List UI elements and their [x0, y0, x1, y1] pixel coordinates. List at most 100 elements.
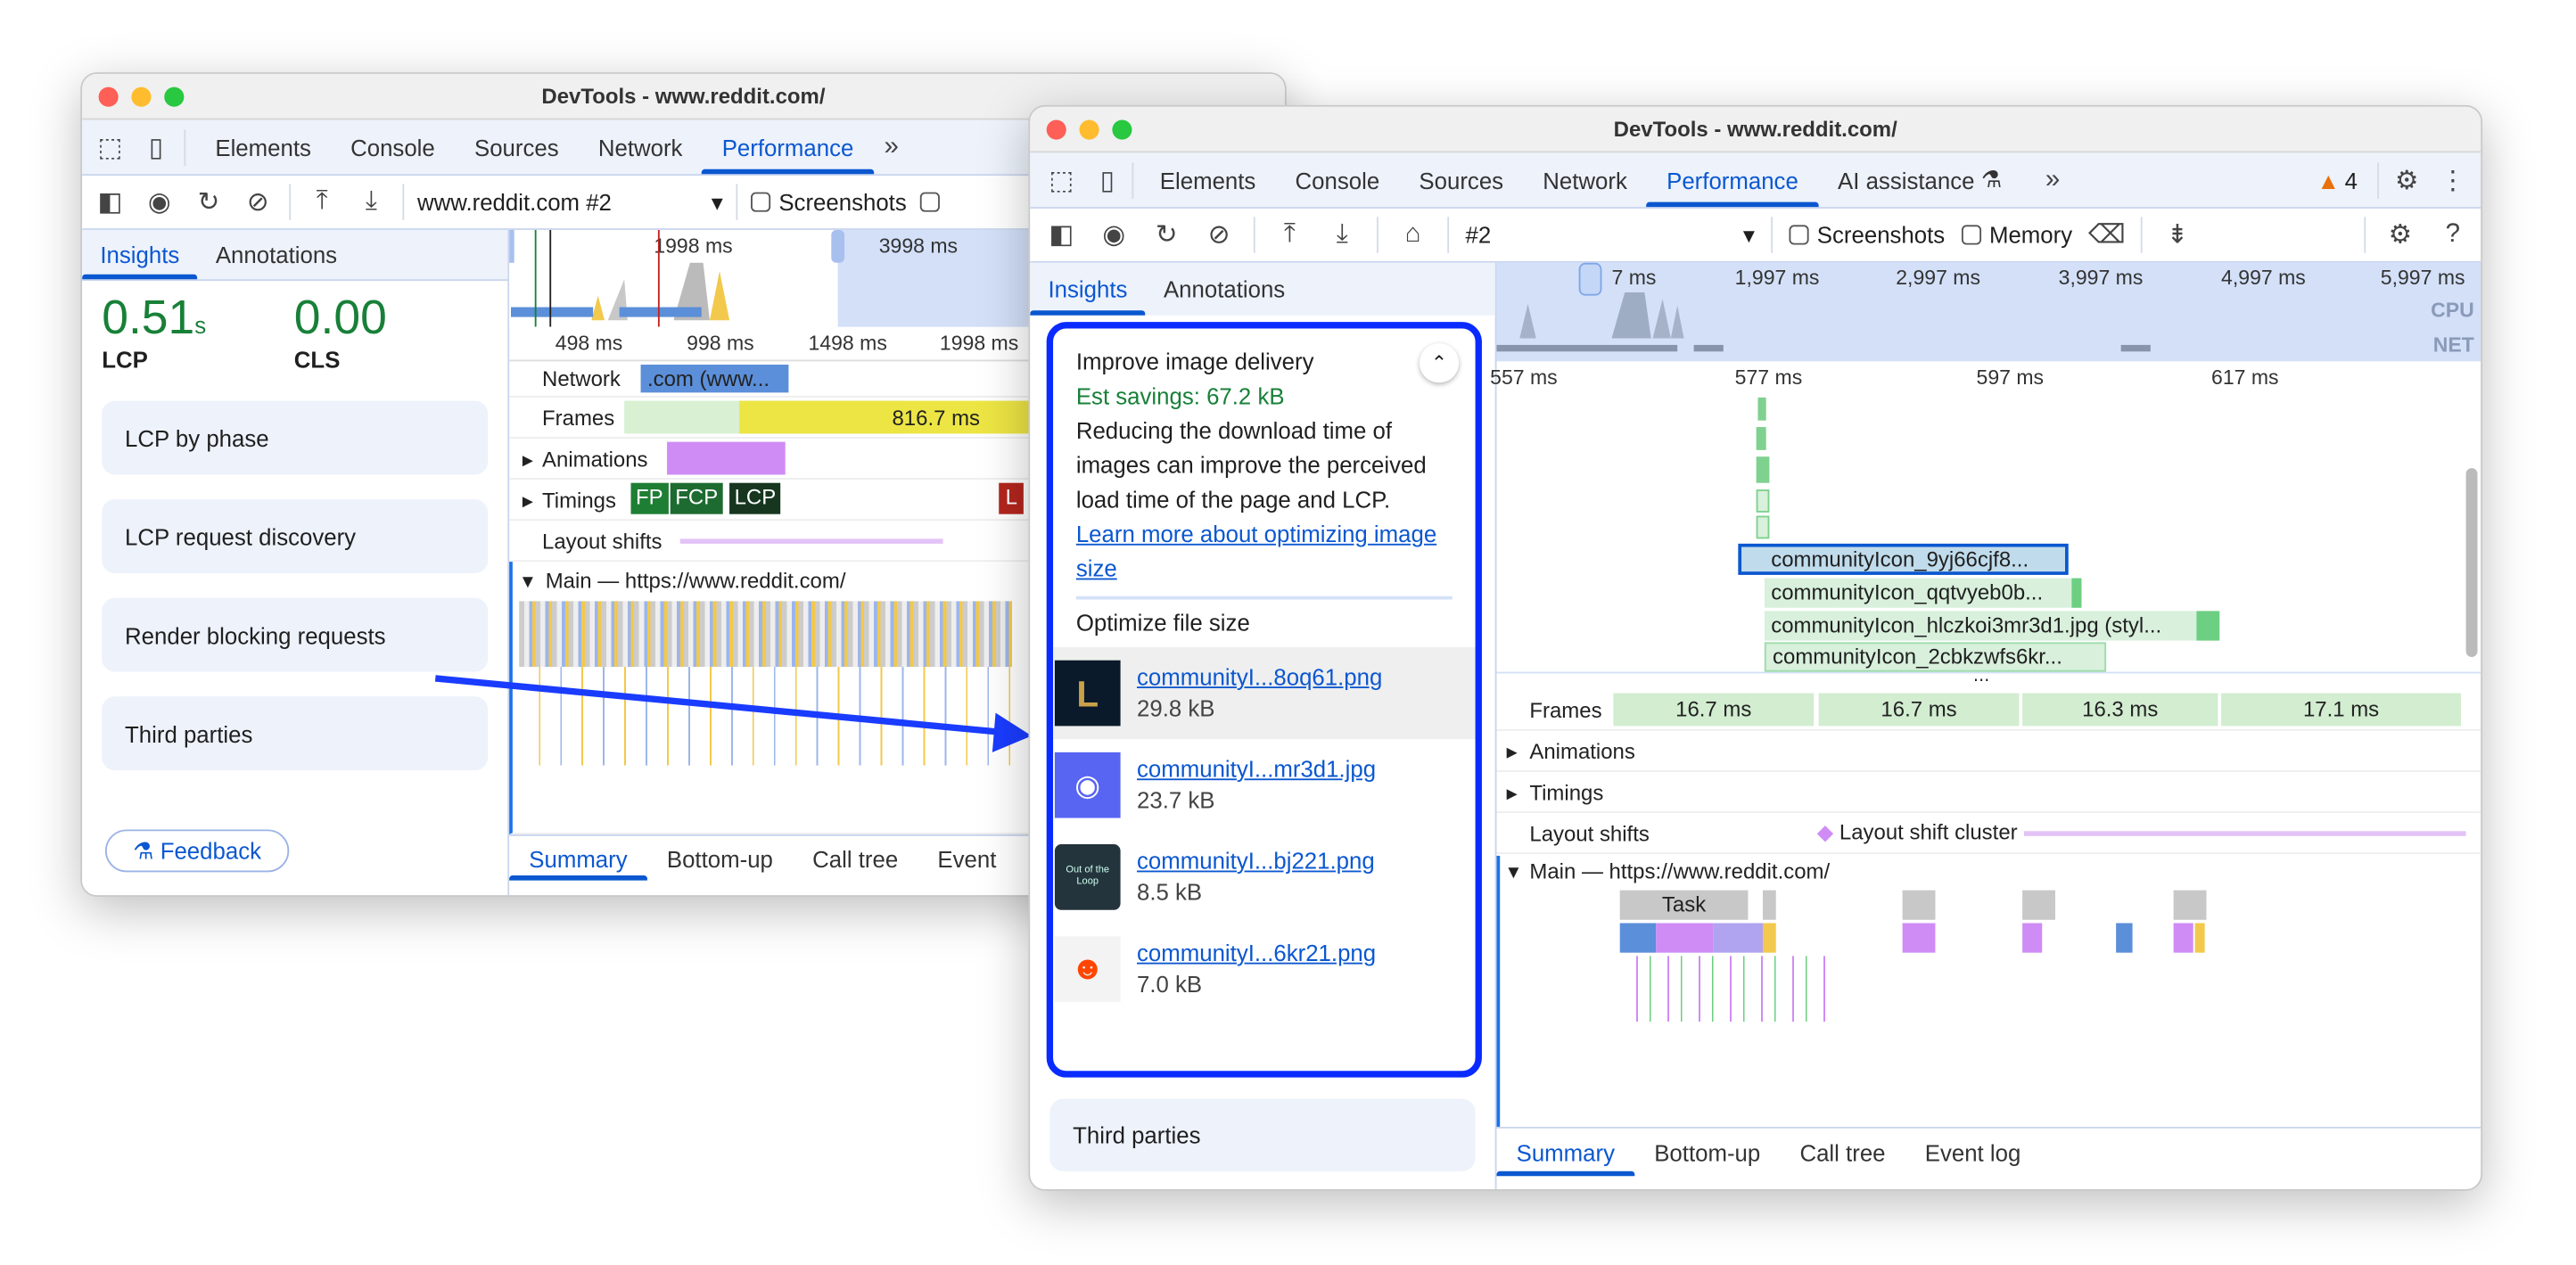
- settings-gear-icon[interactable]: ⚙: [2395, 167, 2419, 195]
- resize-handle-icon[interactable]: ⋯: [1972, 671, 1990, 690]
- sidebar-toggle-icon[interactable]: ◧: [97, 188, 123, 218]
- tab-bottom-up[interactable]: Bottom-up: [666, 844, 773, 872]
- network-request-bar[interactable]: communityIcon_2cbkzwfs6kr...: [1764, 642, 2107, 672]
- tab-sources[interactable]: Sources: [473, 134, 559, 160]
- memory-checkbox[interactable]: [919, 192, 940, 212]
- timings-track[interactable]: ▸ Timings: [1496, 772, 2481, 814]
- main-thread-track[interactable]: ▾ Main — https://www.reddit.com/: [509, 562, 1285, 834]
- expand-arrow-icon[interactable]: ▸: [522, 447, 533, 472]
- tab-console[interactable]: Console: [350, 134, 435, 160]
- device-toolbar-icon[interactable]: ▯: [1099, 167, 1115, 195]
- task-bar[interactable]: Task: [1619, 890, 1749, 920]
- tab-event-log[interactable]: Event log: [1924, 1138, 2021, 1166]
- more-options-icon[interactable]: ⋮: [2440, 167, 2466, 195]
- tab-performance[interactable]: Performance: [1647, 152, 1819, 208]
- more-tabs-icon[interactable]: »: [2045, 165, 2061, 193]
- minimize-button[interactable]: [131, 86, 152, 107]
- collapse-button[interactable]: ⌃: [1419, 343, 1460, 383]
- close-button[interactable]: [98, 86, 119, 107]
- download-icon[interactable]: ⤓: [365, 187, 377, 216]
- close-button[interactable]: [1046, 119, 1066, 140]
- device-toolbar-icon[interactable]: ▯: [148, 134, 164, 162]
- layout-shift-cluster[interactable]: ◆ Layout shift cluster: [1816, 819, 2024, 846]
- tab-call-tree[interactable]: Call tree: [812, 844, 899, 872]
- reload-icon[interactable]: ↻: [1155, 221, 1178, 251]
- clear-icon[interactable]: ⊘: [246, 188, 269, 218]
- tab-event-log[interactable]: Event: [937, 844, 997, 872]
- tab-sources[interactable]: Sources: [1419, 167, 1504, 193]
- frames-track[interactable]: Frames 16.7 ms 16.7 ms 16.3 ms 17.1 ms: [1496, 692, 2481, 731]
- image-link[interactable]: communityI...6kr21.png: [1137, 939, 1377, 966]
- image-link[interactable]: communityI...bj221.png: [1137, 847, 1375, 875]
- clear-icon[interactable]: ⊘: [1207, 221, 1230, 251]
- tab-summary[interactable]: Summary: [1496, 1129, 1635, 1177]
- collapse-arrow-icon[interactable]: ▾: [1508, 858, 1519, 884]
- layout-shifts-track[interactable]: Layout shifts ◆ Layout shift cluster: [1496, 813, 2481, 855]
- reload-icon[interactable]: ↻: [197, 188, 220, 218]
- sidebar-toggle-icon[interactable]: ◧: [1049, 221, 1074, 251]
- network-request-bar[interactable]: communityIcon_hlczkoi3mr3d1.jpg (styl...: [1764, 611, 2220, 641]
- image-link[interactable]: communityI...mr3d1.jpg: [1137, 755, 1377, 783]
- animations-track[interactable]: ▸ Animations: [1496, 731, 2481, 772]
- maximize-button[interactable]: [164, 86, 185, 107]
- record-icon[interactable]: ◉: [1102, 221, 1126, 251]
- more-tabs-icon[interactable]: »: [884, 132, 899, 160]
- tab-performance[interactable]: Performance: [702, 120, 874, 175]
- tab-console[interactable]: Console: [1295, 167, 1380, 193]
- timeline-overview[interactable]: 7 ms 1,997 ms 2,997 ms 3,997 ms 4,997 ms…: [1496, 262, 2481, 362]
- record-icon[interactable]: ◉: [147, 188, 171, 218]
- recording-select[interactable]: #2 ▾: [1466, 221, 1755, 249]
- learn-more-link[interactable]: Learn more about optimizing image size: [1075, 521, 1437, 582]
- recording-select[interactable]: www.reddit.com #2 ▾: [417, 188, 723, 216]
- tab-insights[interactable]: Insights: [1030, 263, 1147, 316]
- network-request-bar-selected[interactable]: communityIcon_9yj66cjf8...: [1738, 543, 2069, 575]
- frame-bar[interactable]: 16.3 ms: [2022, 693, 2218, 727]
- frame-bar[interactable]: 17.1 ms: [2221, 693, 2462, 727]
- minimize-button[interactable]: [1079, 119, 1099, 140]
- download-icon[interactable]: ⤓: [1336, 219, 1348, 249]
- capture-settings-icon[interactable]: ⚙: [2388, 221, 2413, 251]
- broom-icon[interactable]: ⌫: [2087, 221, 2126, 251]
- network-request-bar[interactable]: .com (www...: [646, 366, 770, 391]
- inspect-element-icon[interactable]: ⬚: [1049, 167, 1074, 195]
- network-request-bar[interactable]: communityIcon_qqtvyeb0b...: [1764, 578, 2082, 608]
- insight-lcp-by-phase[interactable]: LCP by phase: [102, 400, 489, 475]
- upload-icon[interactable]: ⤒: [316, 187, 328, 216]
- lcp-marker[interactable]: LCP: [729, 482, 781, 514]
- frame-bar[interactable]: 16.7 ms: [1613, 693, 1815, 727]
- overview-handle-left[interactable]: [509, 229, 514, 263]
- tab-call-tree[interactable]: Call tree: [1799, 1138, 1886, 1166]
- screenshots-checkbox[interactable]: Screenshots: [751, 189, 907, 215]
- frame-bar[interactable]: 16.7 ms: [1818, 693, 2020, 727]
- collapse-tracks-icon[interactable]: ⇟: [2166, 221, 2189, 251]
- tab-ai-assistance[interactable]: AI assistance ⚗: [1818, 152, 2021, 207]
- fcp-marker[interactable]: FCP: [670, 482, 723, 514]
- image-item[interactable]: ☻ communityI...6kr21.png 7.0 kB: [1053, 923, 1476, 1014]
- insight-lcp-request-discovery[interactable]: LCP request discovery: [102, 499, 489, 574]
- expand-arrow-icon[interactable]: ▸: [1506, 780, 1518, 805]
- memory-checkbox[interactable]: Memory: [1961, 222, 2072, 248]
- tab-summary[interactable]: Summary: [509, 836, 647, 881]
- fp-marker[interactable]: FP: [630, 482, 669, 514]
- tab-bottom-up[interactable]: Bottom-up: [1654, 1138, 1761, 1166]
- tab-annotations[interactable]: Annotations: [215, 241, 338, 268]
- image-link[interactable]: communityI...8oq61.png: [1137, 663, 1383, 690]
- main-thread-track[interactable]: ▾ Main — https://www.reddit.com/ Task: [1496, 855, 2481, 1127]
- insight-third-parties[interactable]: Third parties: [102, 696, 489, 771]
- inspect-element-icon[interactable]: ⬚: [97, 134, 123, 162]
- tab-elements[interactable]: Elements: [1159, 167, 1256, 193]
- scrollbar[interactable]: [2465, 468, 2478, 657]
- maximize-button[interactable]: [1112, 119, 1132, 140]
- screenshots-checkbox[interactable]: Screenshots: [1789, 222, 1945, 248]
- network-track[interactable]: Network .com (www...: [509, 361, 1285, 398]
- expand-arrow-icon[interactable]: ▸: [1506, 739, 1518, 764]
- tab-insights[interactable]: Insights: [82, 230, 199, 280]
- feedback-button[interactable]: ⚗ Feedback: [104, 829, 290, 873]
- animations-track[interactable]: ▸ Animations: [509, 439, 1285, 481]
- expand-arrow-icon[interactable]: ▸: [522, 488, 533, 513]
- load-marker[interactable]: L: [999, 482, 1025, 514]
- image-item[interactable]: ◉ communityI...mr3d1.jpg 23.7 kB: [1053, 739, 1476, 831]
- insight-render-blocking[interactable]: Render blocking requests: [102, 597, 489, 672]
- network-flamechart[interactable]: communityIcon_9yj66cjf8... communityIcon…: [1496, 394, 2481, 674]
